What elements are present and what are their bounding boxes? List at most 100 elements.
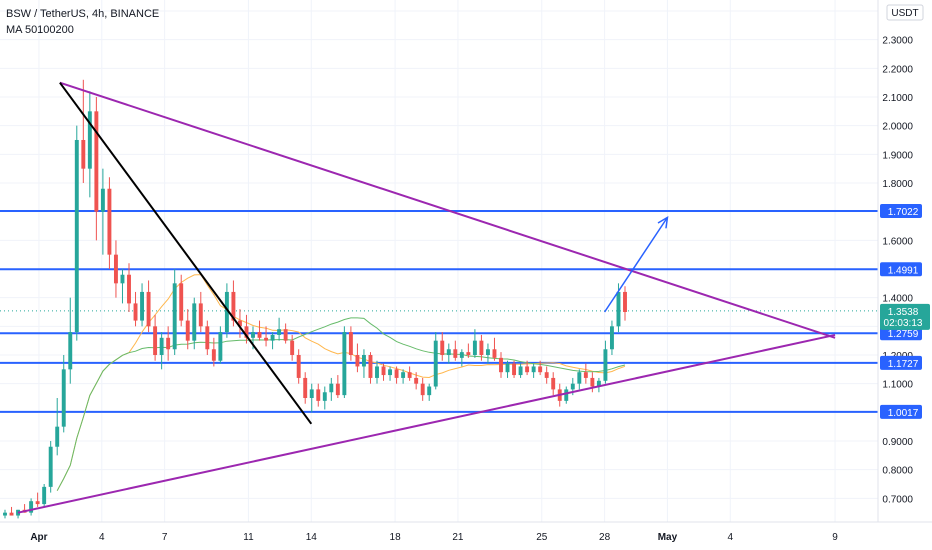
candle-body (577, 372, 582, 384)
candle-body (198, 303, 203, 327)
candle-body (348, 332, 353, 355)
level-tag-bg (880, 204, 922, 219)
candle-body (309, 389, 314, 398)
candle-body (146, 291, 151, 327)
price-tick-label: 0.9000 (882, 437, 913, 448)
candle-body (466, 352, 471, 355)
candle-body (283, 329, 288, 341)
candle-body (74, 139, 79, 333)
candle-body (127, 274, 131, 304)
candle-body (355, 354, 360, 367)
lower-trendline[interactable] (17, 333, 836, 514)
candle-body (518, 366, 523, 376)
price-tick-label: 1.9000 (882, 150, 913, 161)
candle-body (446, 349, 451, 355)
candle-body (159, 337, 164, 355)
indicator-label[interactable]: MA 50100200 (6, 24, 74, 36)
candle-body (68, 332, 73, 370)
candle-body (623, 291, 627, 312)
price-tick-label: 0.8000 (882, 466, 913, 477)
level-price-tag: 1.4991 (880, 262, 922, 277)
candle-body (218, 332, 223, 361)
candle-body (322, 392, 327, 401)
time-tick-label: 4 (728, 532, 734, 543)
black-downtrend[interactable] (59, 82, 313, 425)
candle-body (81, 139, 86, 169)
candle-body (29, 501, 34, 513)
price-tick-label: 1.6000 (882, 236, 913, 247)
candle-body (237, 320, 242, 327)
candle-body (407, 372, 412, 378)
time-tick-label: 21 (452, 532, 464, 543)
bar-countdown-label: 02:03:13 (884, 318, 923, 329)
candle-body (401, 372, 406, 378)
trend-drawings (17, 81, 836, 514)
candle-body (107, 188, 112, 255)
candle-body (211, 349, 216, 361)
candle-body (185, 320, 190, 341)
symbol-title[interactable]: BSW / TetherUS, 4h, BINANCE (6, 8, 160, 20)
candle-body (61, 369, 66, 427)
candle-body (590, 377, 595, 387)
candle-body (140, 291, 145, 321)
candle-body (231, 291, 236, 321)
time-axis-bg (0, 522, 932, 550)
candle-body (544, 372, 549, 378)
level-price-tag: 1.0017 (880, 404, 922, 419)
projection-arrow[interactable] (603, 216, 669, 313)
candle-body (87, 111, 92, 169)
candle-body (264, 337, 269, 341)
candle-body (270, 334, 275, 341)
candle-body (172, 283, 177, 350)
price-tick-label: 1.4000 (882, 294, 913, 305)
upper-trendline[interactable] (59, 81, 836, 339)
candle-body (440, 340, 445, 355)
level-tag-label: 1.4991 (888, 265, 919, 276)
level-tag-label: 1.0017 (888, 408, 919, 419)
time-axis[interactable]: Apr 4 7 11 14 18 21 25 28 May 4 9 (0, 521, 932, 550)
level-tag-bg (880, 404, 922, 419)
currency-selector[interactable]: USDT (886, 4, 924, 21)
candle-body (120, 274, 125, 284)
price-tick-label: 2.3000 (882, 36, 913, 47)
candle-body (42, 486, 47, 505)
candle-body (596, 380, 601, 387)
candle-body (538, 366, 543, 373)
candle-body (290, 340, 295, 355)
candle-body (453, 349, 458, 358)
level-tag-label: 1.2759 (888, 329, 919, 340)
level-price-tag: 1.1727 (880, 355, 922, 370)
candle-body (570, 383, 575, 390)
current-tag-bg (880, 303, 930, 330)
candle-body (388, 369, 393, 376)
time-tick-label: 18 (390, 532, 402, 543)
level-tag-label: 1.1727 (888, 359, 919, 370)
candle-body (316, 389, 321, 401)
arrow-head (657, 215, 669, 229)
chart-grid (0, 0, 878, 522)
candle-body (296, 354, 301, 378)
time-tick-label: 7 (162, 532, 168, 543)
candle-body (251, 332, 255, 338)
candle-body (551, 377, 556, 390)
time-tick-label: 28 (599, 532, 611, 543)
time-tick-label: Apr (30, 532, 47, 543)
candle-body (35, 501, 40, 505)
price-tick-label: 2.0000 (882, 122, 913, 133)
candle-body (100, 188, 105, 212)
candle-body (153, 326, 158, 355)
candle-body (55, 426, 60, 447)
candle-body (616, 291, 621, 327)
chart-legend: BSW / TetherUS, 4h, BINANCE MA 50100200 (6, 6, 159, 38)
candle-body (564, 389, 569, 401)
candle-body (48, 446, 53, 487)
candle-body (420, 383, 425, 396)
candle-body (583, 372, 588, 378)
candle-body (603, 349, 608, 381)
candle-body (472, 340, 477, 355)
candle-body (375, 366, 379, 378)
candle-body (166, 337, 171, 350)
candle-body (485, 349, 490, 355)
